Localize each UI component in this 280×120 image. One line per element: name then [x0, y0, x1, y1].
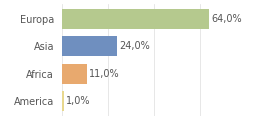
Text: 11,0%: 11,0%: [89, 69, 120, 79]
Bar: [62, 91, 64, 111]
Text: 1,0%: 1,0%: [66, 96, 90, 106]
Text: 24,0%: 24,0%: [119, 41, 150, 51]
Bar: [62, 36, 117, 56]
Bar: [62, 64, 87, 84]
Text: 64,0%: 64,0%: [211, 14, 242, 24]
Bar: [62, 9, 209, 29]
